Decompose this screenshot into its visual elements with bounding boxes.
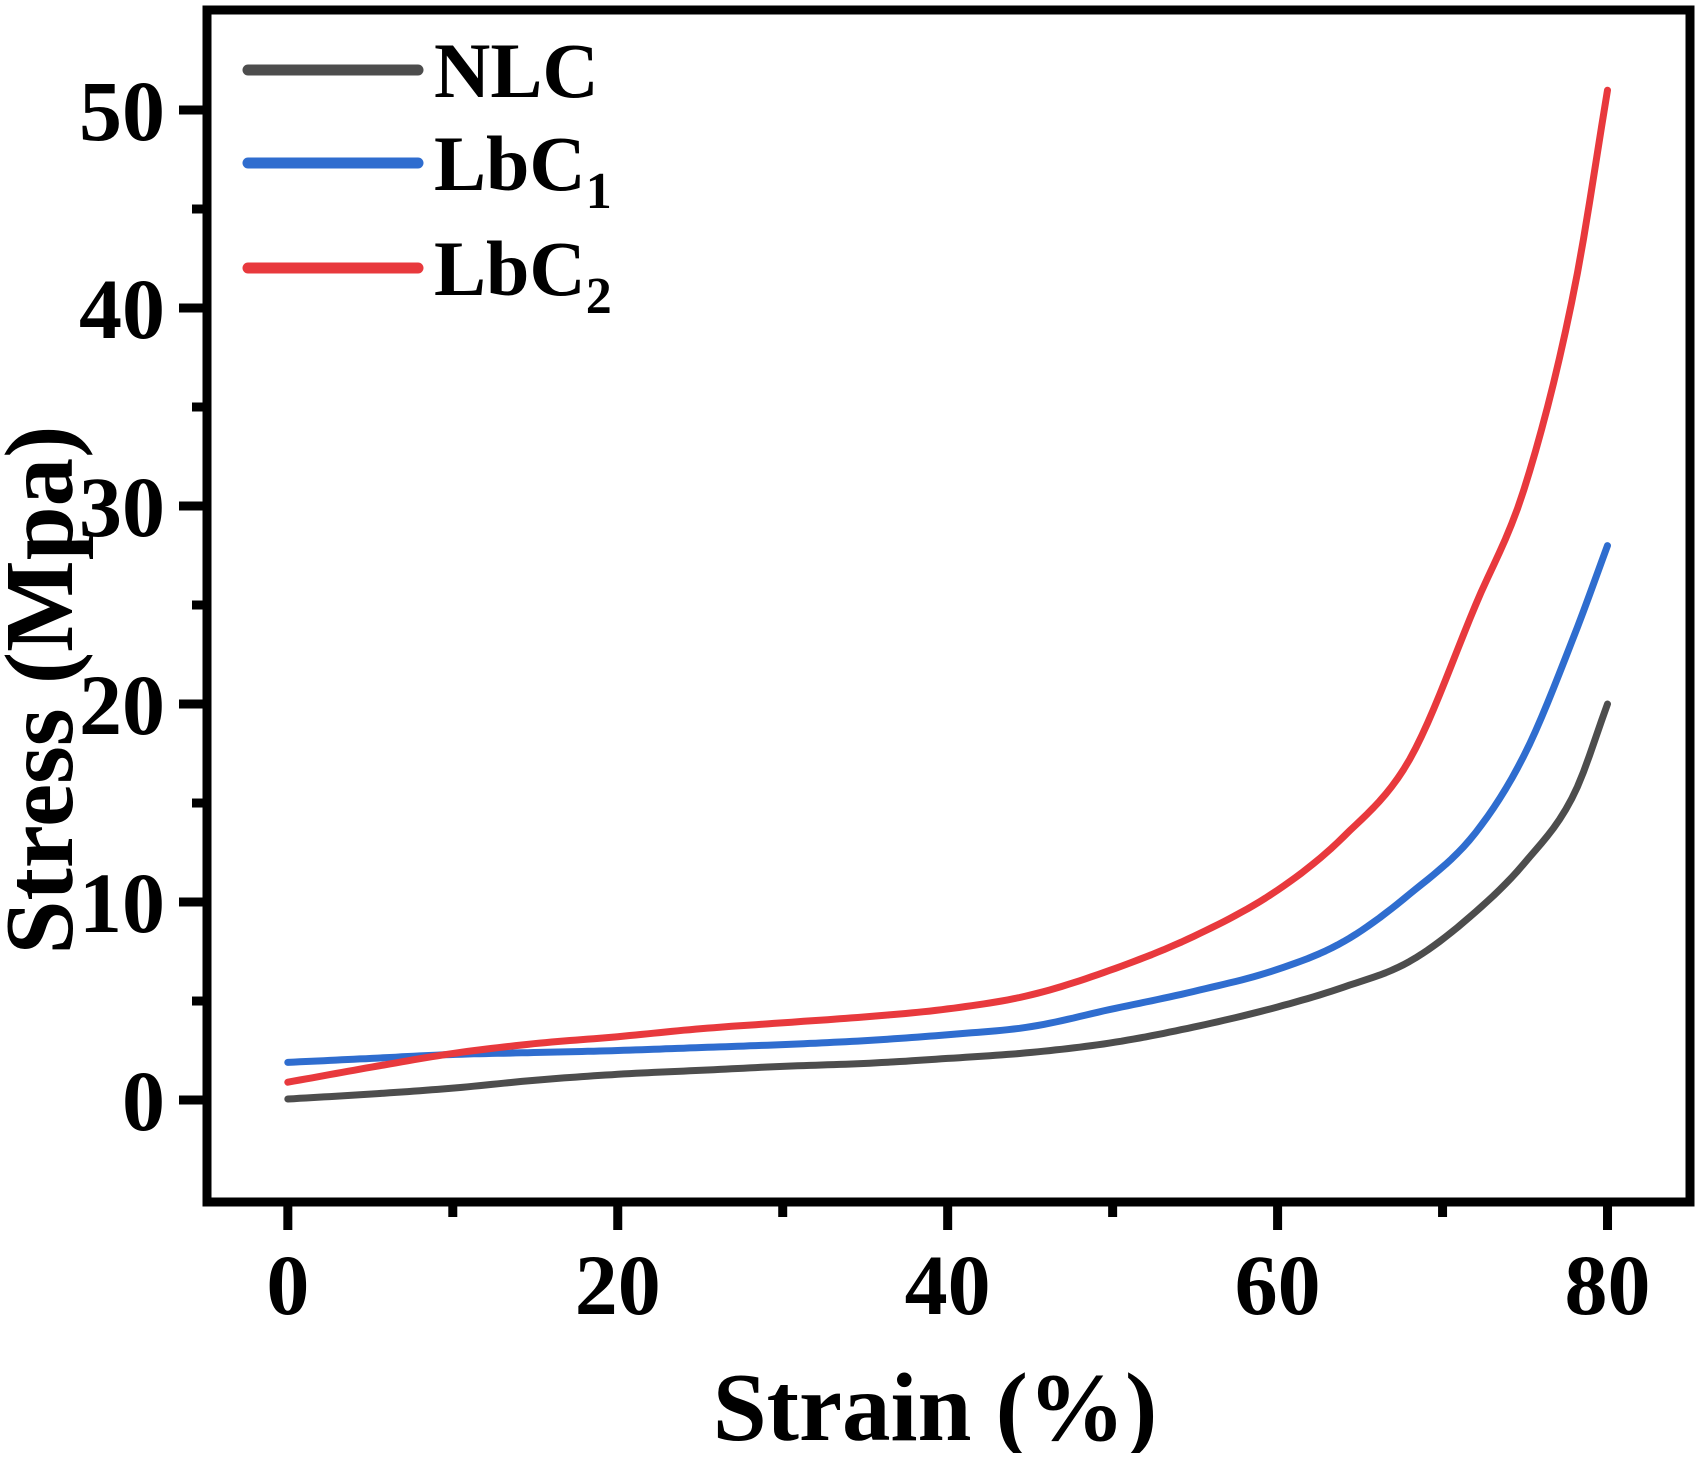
curve-nlc [284, 700, 1611, 1103]
y-tick-label: 10 [79, 855, 165, 951]
legend-label-subscript: 1 [586, 163, 612, 220]
legend-label: LbC1 [434, 120, 612, 220]
curve-lbc2 [284, 86, 1611, 1086]
legend-label: LbC2 [434, 225, 612, 325]
curves [284, 86, 1611, 1103]
y-axis-title: Stress (Mpa) [0, 426, 93, 955]
y-tick-labels: 0 10 20 30 40 50 [79, 63, 165, 1149]
legend-entry-lbc2: LbC2 [242, 225, 612, 325]
plot-frame-rect [202, 5, 1695, 1207]
y-tick-label: 40 [79, 261, 165, 357]
legend-label-subscript: 2 [586, 268, 612, 325]
x-tick-label: 60 [1235, 1237, 1321, 1333]
x-tick-label: 80 [1565, 1237, 1651, 1333]
x-tick-label: 40 [905, 1237, 991, 1333]
x-tick-label: 0 [266, 1237, 309, 1333]
y-tick-label: 30 [79, 459, 165, 555]
plot-frame [202, 5, 1695, 1207]
x-tick-label: 20 [575, 1237, 661, 1333]
x-tick-labels: 0 20 40 60 80 [266, 1237, 1650, 1333]
legend-entry-lbc1: LbC1 [242, 120, 612, 220]
y-tick-label: 50 [79, 63, 165, 159]
y-tick-label: 0 [122, 1053, 165, 1149]
legend-entry-nlc: NLC [242, 27, 599, 114]
legend-label: NLC [434, 27, 599, 114]
x-axis-title: Strain (%) [713, 1354, 1158, 1453]
curve-lbc1 [284, 542, 1611, 1066]
y-tick-label: 20 [79, 657, 165, 753]
